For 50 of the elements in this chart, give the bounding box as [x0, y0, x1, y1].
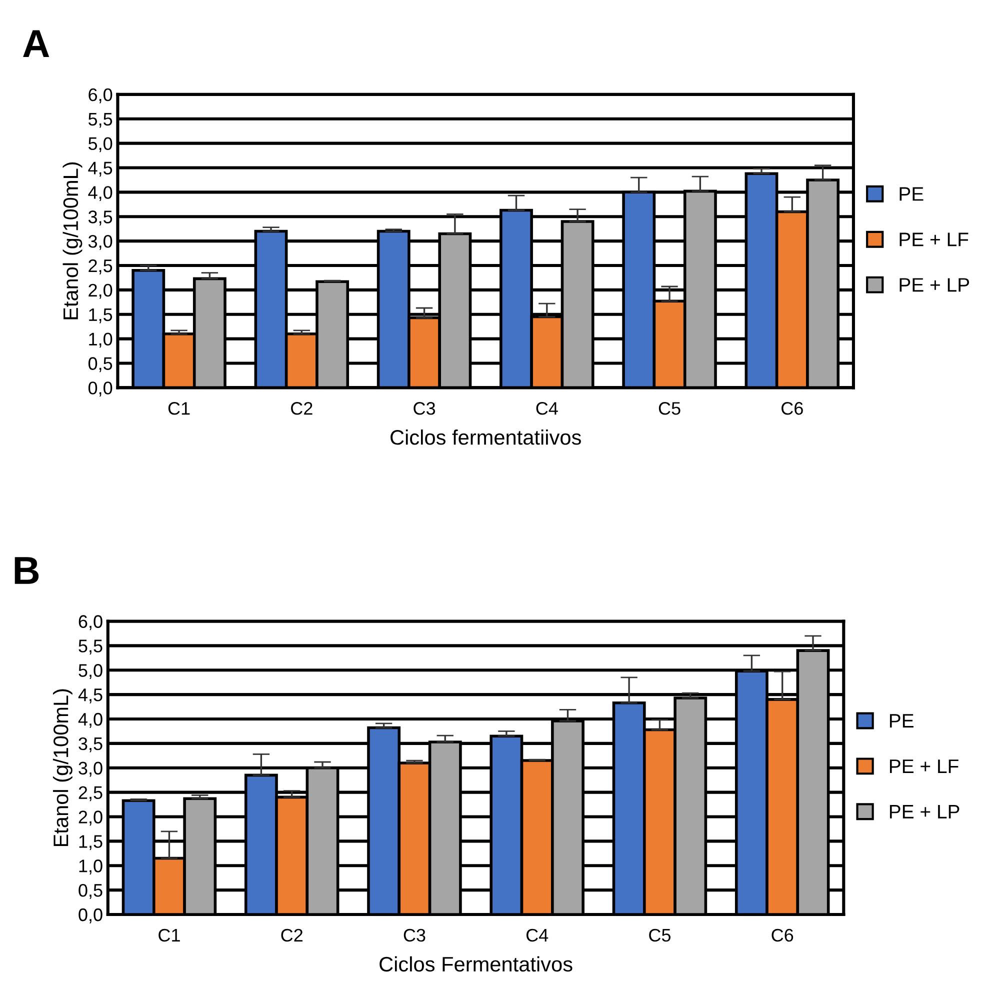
x-tick-label: C3 — [414, 402, 436, 415]
y-tick-label: 1,0 — [89, 332, 112, 348]
x-tick-label: C6 — [782, 402, 803, 415]
y-tick-label: 4,0 — [78, 712, 102, 728]
y-tick-label: 3,5 — [88, 210, 112, 226]
y-tick-label: 4,0 — [88, 186, 112, 202]
y-tick-label: 0,0 — [88, 382, 112, 397]
x-tick-label: C1 — [158, 928, 180, 942]
y-tick-label: 5,5 — [78, 640, 102, 655]
x-tick-label: C3 — [404, 928, 426, 942]
legend-label: PE — [890, 714, 914, 728]
legend-label: PE + LP — [900, 278, 970, 292]
x-tick-label: C5 — [649, 928, 671, 942]
y-tick-label: 4,5 — [78, 688, 102, 704]
y-tick-label: 2,5 — [78, 786, 102, 802]
y-tick-label: 2,0 — [78, 810, 102, 826]
x-tick-label: C6 — [772, 928, 794, 942]
legend-label: PE + LF — [890, 760, 958, 773]
y-tick-label: 0,0 — [78, 908, 102, 924]
x-tick-label: C2 — [281, 928, 302, 942]
y-tick-label: 5,0 — [78, 664, 102, 679]
y-tick-label: 3,0 — [78, 762, 102, 777]
y-axis-title: Etanol (g/100mL) — [62, 162, 82, 320]
y-tick-label: 6,0 — [78, 615, 102, 630]
y-tick-label: 4,5 — [88, 162, 112, 177]
chart-title: A — [23, 30, 50, 58]
x-tick-label: C2 — [291, 402, 312, 415]
x-tick-label: C4 — [526, 928, 548, 942]
legend-label: PE — [900, 187, 924, 201]
x-axis-title: Ciclos fermentatiivos — [390, 429, 581, 445]
y-tick-label: 5,0 — [88, 137, 112, 152]
x-tick-label: C1 — [168, 402, 190, 415]
x-tick-label: C5 — [658, 402, 680, 415]
y-tick-label: 1,5 — [89, 308, 112, 324]
legend-label: PE + LF — [900, 232, 968, 246]
y-tick-label: 3,0 — [88, 234, 112, 250]
y-tick-label: 6,0 — [88, 88, 112, 104]
x-axis-title: Ciclos Fermentativos — [380, 956, 572, 972]
y-tick-label: 5,5 — [88, 112, 112, 128]
x-tick-label: C4 — [536, 402, 558, 415]
legend-label: PE + LP — [890, 805, 960, 818]
y-tick-label: 3,5 — [78, 737, 102, 752]
y-tick-label: 1,5 — [79, 835, 102, 850]
y-tick-label: 0,5 — [88, 357, 112, 372]
y-axis-title: Etanol (g/100mL) — [52, 689, 72, 846]
y-tick-label: 2,0 — [88, 284, 112, 299]
y-tick-label: 1,0 — [79, 860, 102, 874]
y-tick-label: 0,5 — [78, 884, 102, 899]
chart-title: B — [14, 557, 39, 584]
y-tick-label: 2,5 — [88, 259, 112, 274]
